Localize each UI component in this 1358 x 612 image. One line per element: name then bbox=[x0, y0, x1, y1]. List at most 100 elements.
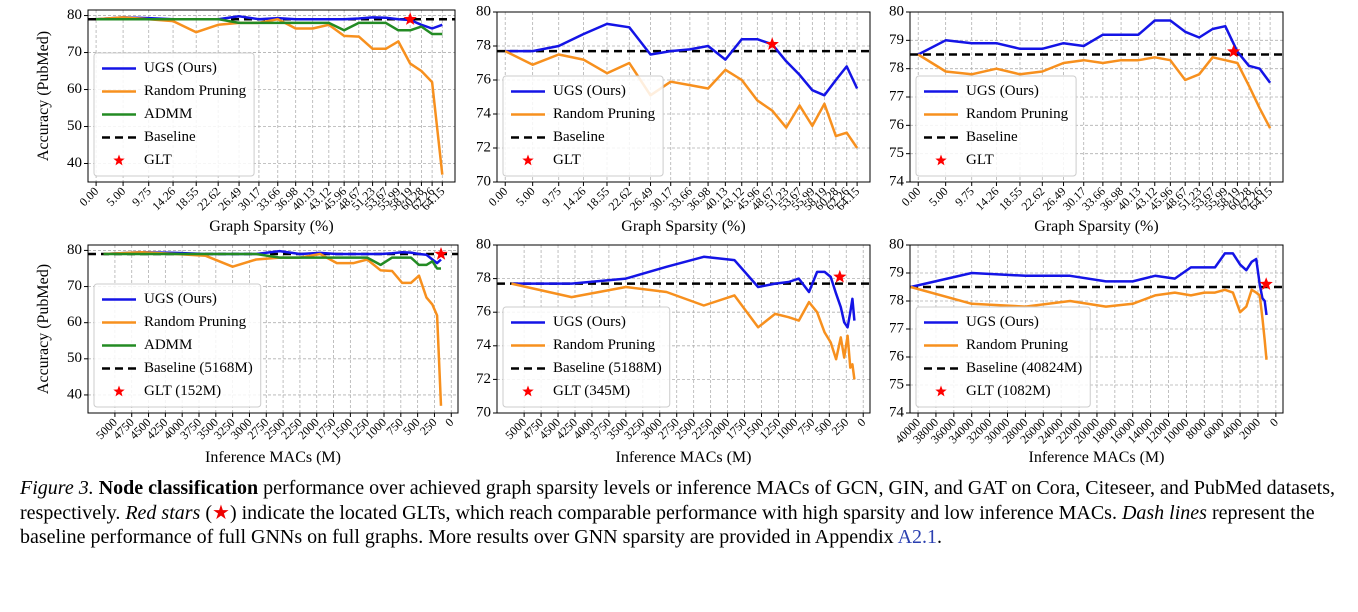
series-line bbox=[96, 16, 444, 175]
y-tick-label: 78 bbox=[476, 37, 491, 53]
y-tick-label: 50 bbox=[67, 118, 82, 134]
legend-box bbox=[93, 52, 255, 177]
x-tick-label: 5.00 bbox=[513, 184, 538, 209]
caption-link[interactable]: A2.1 bbox=[897, 526, 938, 548]
series-line bbox=[511, 282, 856, 380]
legend-label: UGS (Ours) bbox=[966, 314, 1039, 330]
legend-label: UGS (Ours) bbox=[553, 314, 626, 330]
legend-swatch bbox=[113, 154, 125, 166]
y-tick-label: 70 bbox=[476, 173, 491, 189]
x-tick-label: 18.55 bbox=[583, 184, 612, 213]
legend-box bbox=[502, 306, 671, 408]
glt-marker bbox=[1227, 44, 1241, 58]
x-tick-label: 14.26 bbox=[973, 184, 1002, 213]
glt-marker bbox=[403, 12, 417, 25]
y-tick-label: 70 bbox=[67, 278, 82, 294]
legend-swatch bbox=[522, 385, 534, 397]
subplot: 7072747678805000475045004250400037503500… bbox=[476, 236, 871, 466]
y-tick-label: 77 bbox=[889, 88, 905, 104]
legend-box bbox=[915, 75, 1077, 177]
legend-swatch bbox=[113, 385, 125, 397]
y-tick-label: 77 bbox=[889, 320, 905, 336]
x-axis-label: Graph Sparsity (%) bbox=[1034, 218, 1158, 235]
legend-label: ADMM bbox=[144, 337, 192, 353]
x-tick-label: 0 bbox=[442, 415, 456, 429]
legend-label: Baseline (5168M) bbox=[144, 360, 253, 376]
axes-frame bbox=[496, 11, 871, 183]
caption-italic: Dash lines bbox=[1121, 501, 1207, 524]
y-tick-label: 60 bbox=[67, 314, 82, 330]
series-line bbox=[504, 49, 859, 149]
subplot: 7475767778798040000380003600034000320003… bbox=[889, 236, 1284, 466]
legend-label: Random Pruning bbox=[966, 337, 1069, 353]
legend-label: Baseline bbox=[966, 129, 1018, 145]
y-axis-label: Accuracy (PubMed) bbox=[35, 264, 52, 394]
y-tick-label: 76 bbox=[476, 71, 492, 87]
y-tick-label: 74 bbox=[476, 105, 492, 121]
legend-label: GLT (1082M) bbox=[966, 383, 1051, 399]
series-line bbox=[910, 285, 1268, 360]
y-tick-label: 74 bbox=[476, 337, 492, 353]
y-tick-label: 80 bbox=[889, 236, 904, 252]
x-axis-label: Graph Sparsity (%) bbox=[621, 218, 745, 235]
y-tick-label: 79 bbox=[889, 264, 904, 280]
axes-frame bbox=[87, 244, 459, 414]
y-tick-label: 60 bbox=[67, 81, 82, 97]
legend-label: UGS (Ours) bbox=[966, 83, 1039, 99]
x-tick-label: 18.55 bbox=[996, 184, 1025, 213]
y-tick-label: 80 bbox=[67, 242, 82, 258]
y-tick-label: 72 bbox=[476, 139, 491, 155]
y-tick-label: 74 bbox=[889, 173, 905, 189]
legend-label: GLT bbox=[553, 152, 581, 168]
y-tick-label: 78 bbox=[889, 292, 904, 308]
legend-box bbox=[502, 75, 664, 177]
y-tick-label: 70 bbox=[67, 44, 82, 60]
series-line bbox=[96, 17, 443, 36]
legend-label: GLT (345M) bbox=[553, 383, 630, 399]
legend-swatch bbox=[935, 385, 947, 397]
legend-label: UGS (Ours) bbox=[144, 60, 217, 76]
legend-label: Baseline (5188M) bbox=[553, 360, 662, 376]
legend-label: Random Pruning bbox=[553, 106, 656, 122]
caption-text: represent the baseline performance of fu… bbox=[20, 501, 1315, 549]
caption: Figure 3. Node classification performanc… bbox=[20, 476, 1340, 550]
y-tick-label: 74 bbox=[889, 404, 905, 420]
x-tick-label: 0 bbox=[854, 415, 868, 429]
axes-frame bbox=[909, 11, 1284, 183]
y-tick-label: 80 bbox=[476, 3, 491, 19]
axes-frame bbox=[87, 9, 456, 183]
series-line bbox=[103, 250, 443, 406]
caption-text: ( bbox=[205, 501, 212, 524]
y-tick-label: 75 bbox=[889, 376, 904, 392]
x-axis-label: Inference MACs (M) bbox=[616, 449, 752, 466]
legend-label: Random Pruning bbox=[144, 314, 247, 330]
caption-italic: Red stars bbox=[125, 501, 201, 524]
x-tick-label: 5.00 bbox=[926, 184, 951, 209]
legend-label: UGS (Ours) bbox=[553, 83, 626, 99]
y-tick-label: 80 bbox=[889, 3, 904, 19]
caption-star: ★ bbox=[212, 501, 230, 524]
x-tick-label: 0 bbox=[1267, 415, 1281, 429]
y-tick-label: 78 bbox=[889, 60, 904, 76]
legend-swatch bbox=[522, 154, 534, 166]
y-tick-label: 76 bbox=[889, 348, 905, 364]
y-tick-label: 40 bbox=[67, 386, 82, 402]
glt-marker bbox=[1259, 277, 1273, 290]
legend-label: Random Pruning bbox=[966, 106, 1069, 122]
legend-label: GLT (152M) bbox=[144, 383, 221, 399]
x-axis-label: Graph Sparsity (%) bbox=[209, 218, 333, 235]
subplot: 4050607080500047504500425040003750350032… bbox=[35, 242, 459, 466]
legend-label: Random Pruning bbox=[553, 337, 656, 353]
y-tick-label: 75 bbox=[889, 145, 904, 161]
y-tick-label: 40 bbox=[67, 155, 82, 171]
legend-label: ADMM bbox=[144, 106, 192, 122]
legend-box bbox=[915, 306, 1091, 408]
legend-label: Baseline bbox=[144, 129, 196, 145]
x-tick-label: 5.00 bbox=[103, 184, 128, 209]
legend-label: Baseline bbox=[553, 129, 605, 145]
legend-label: UGS (Ours) bbox=[144, 291, 217, 307]
